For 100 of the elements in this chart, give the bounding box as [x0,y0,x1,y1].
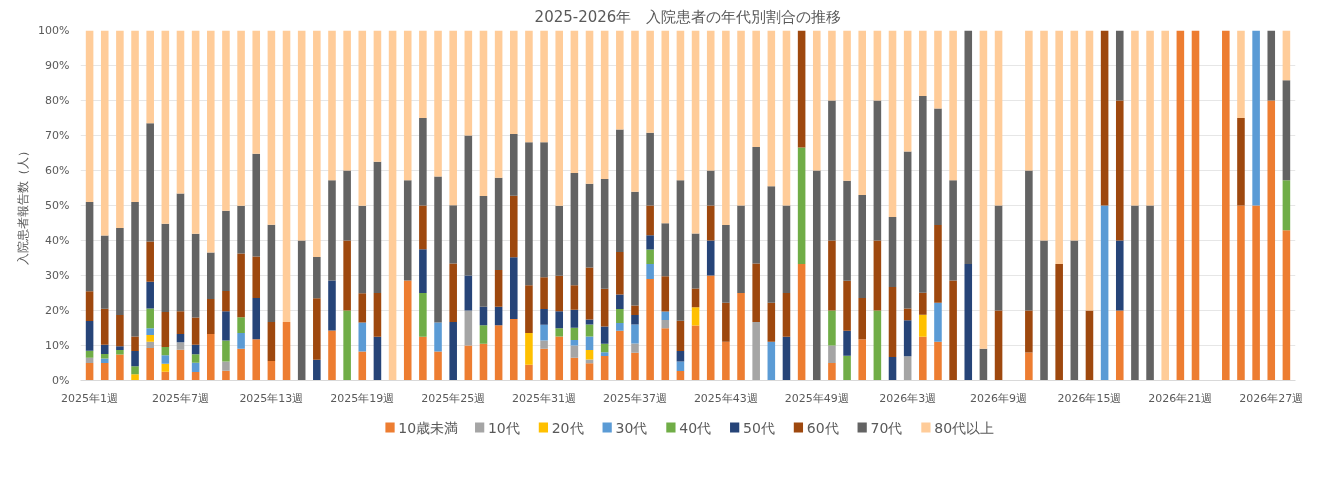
bar [570,30,579,173]
bar [131,366,139,375]
bar [116,350,124,355]
bar [176,311,185,334]
bar [797,147,806,264]
bar [828,100,836,241]
bar [797,30,806,148]
bar [1131,30,1139,206]
bar [1115,240,1124,311]
bar [616,129,624,253]
bar [600,356,609,381]
bar [919,314,927,337]
bar [919,30,927,96]
x-tick-label: 2026年3週 [879,391,937,405]
bar [631,30,639,192]
bar [358,351,367,381]
bar [509,195,518,258]
bar [1282,30,1291,81]
bar [343,170,351,241]
bar [313,298,321,360]
bar [419,205,427,250]
bar [1025,30,1033,171]
bar [797,263,806,381]
bar [676,351,685,362]
bar [585,336,594,351]
bar [146,347,154,381]
bar [828,30,836,101]
bar [600,30,609,179]
bar [252,30,261,154]
bar [146,335,154,342]
bar [1070,240,1079,381]
x-tick-label: 2026年15週 [1057,391,1122,405]
bar [373,293,382,337]
x-tick-label: 2025年13週 [239,391,304,405]
bar [146,308,154,329]
bar [934,30,942,109]
bar [116,227,124,316]
chart-title: 2025-2026年 入院患者の年代別割合の推移 [534,7,842,26]
legend-label: 70代 [870,419,903,436]
bar [252,256,261,298]
bar [116,315,124,347]
bar [464,30,473,136]
x-tick-label: 2025年37週 [602,391,667,405]
bar [419,249,427,293]
bar [509,318,518,381]
bar [1055,30,1063,264]
bar [979,348,988,381]
bar [706,275,715,381]
bar [706,205,715,241]
bar [706,240,715,276]
bar [494,177,503,270]
bar [328,180,336,281]
bar [691,325,700,381]
bar [903,30,912,152]
bar [313,30,321,257]
bar [237,332,245,349]
bar [222,361,230,371]
bar [767,186,776,303]
bar [600,178,609,289]
bar [1161,30,1169,381]
bar [964,30,973,264]
bar [282,322,291,381]
bar [722,341,730,381]
bar [176,30,185,194]
bar [1100,30,1109,206]
bar [282,30,291,323]
bar [449,322,457,381]
x-tick-label: 2026年21週 [1148,391,1213,405]
bar [191,354,200,363]
bar [1025,352,1033,381]
bar [570,172,579,286]
bar [585,350,594,360]
bar [434,176,442,323]
bar [313,256,321,299]
bar [313,359,321,381]
bar [222,30,230,211]
bar [616,323,624,331]
bar [434,322,442,352]
bar [358,293,367,323]
bar [858,30,867,195]
bar [812,30,821,171]
bar [616,294,624,310]
bar [343,240,351,311]
bar [570,345,579,358]
bar [555,328,564,337]
bar [737,293,745,381]
legend-label: 80代以上 [934,419,995,436]
bar [176,193,185,312]
y-tick-label: 60% [45,164,70,177]
bar [207,30,215,253]
bar [722,30,730,226]
bar [1070,30,1079,241]
bar [843,30,851,181]
bar [631,352,639,381]
bar [691,233,700,289]
bar [509,30,518,135]
bar [222,340,230,362]
bar [85,30,94,202]
bar [646,279,654,381]
bar [297,30,306,241]
